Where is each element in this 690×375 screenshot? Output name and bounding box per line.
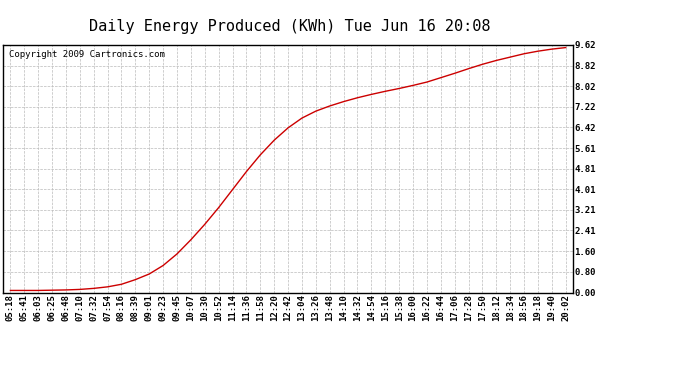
Text: Copyright 2009 Cartronics.com: Copyright 2009 Cartronics.com bbox=[9, 50, 165, 59]
Text: Daily Energy Produced (KWh) Tue Jun 16 20:08: Daily Energy Produced (KWh) Tue Jun 16 2… bbox=[89, 19, 491, 34]
